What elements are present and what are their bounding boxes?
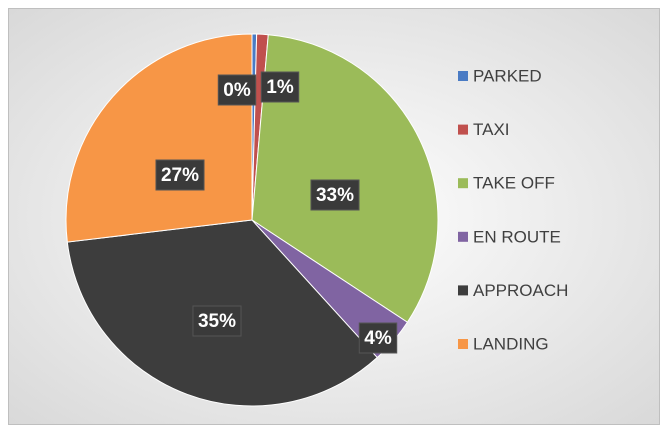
legend-label: EN ROUTE	[473, 227, 561, 246]
legend-swatch	[458, 339, 468, 349]
legend-label: LANDING	[473, 334, 549, 353]
legend-label: TAKE OFF	[473, 174, 555, 193]
data-label: 35%	[198, 311, 236, 332]
legend-label: TAXI	[473, 120, 510, 139]
pie-slice	[65, 33, 253, 243]
legend-swatch	[458, 285, 468, 296]
legend-swatch	[458, 71, 468, 81]
data-label: 33%	[316, 185, 354, 206]
data-label-box	[358, 322, 398, 354]
data-label-box	[310, 179, 360, 211]
data-label: 27%	[161, 165, 199, 186]
data-label: 1%	[266, 77, 294, 98]
data-label-box	[155, 159, 205, 191]
data-label: 4%	[364, 328, 392, 349]
legend-swatch	[458, 124, 468, 135]
legend-swatch	[458, 231, 468, 242]
data-label-box	[217, 74, 257, 106]
data-label-box	[192, 305, 242, 337]
legend-label: PARKED	[473, 66, 542, 85]
legend-label: APPROACH	[473, 281, 568, 300]
legend-swatch	[458, 178, 468, 189]
data-label-box	[260, 71, 300, 103]
data-label: 0%	[223, 80, 251, 101]
